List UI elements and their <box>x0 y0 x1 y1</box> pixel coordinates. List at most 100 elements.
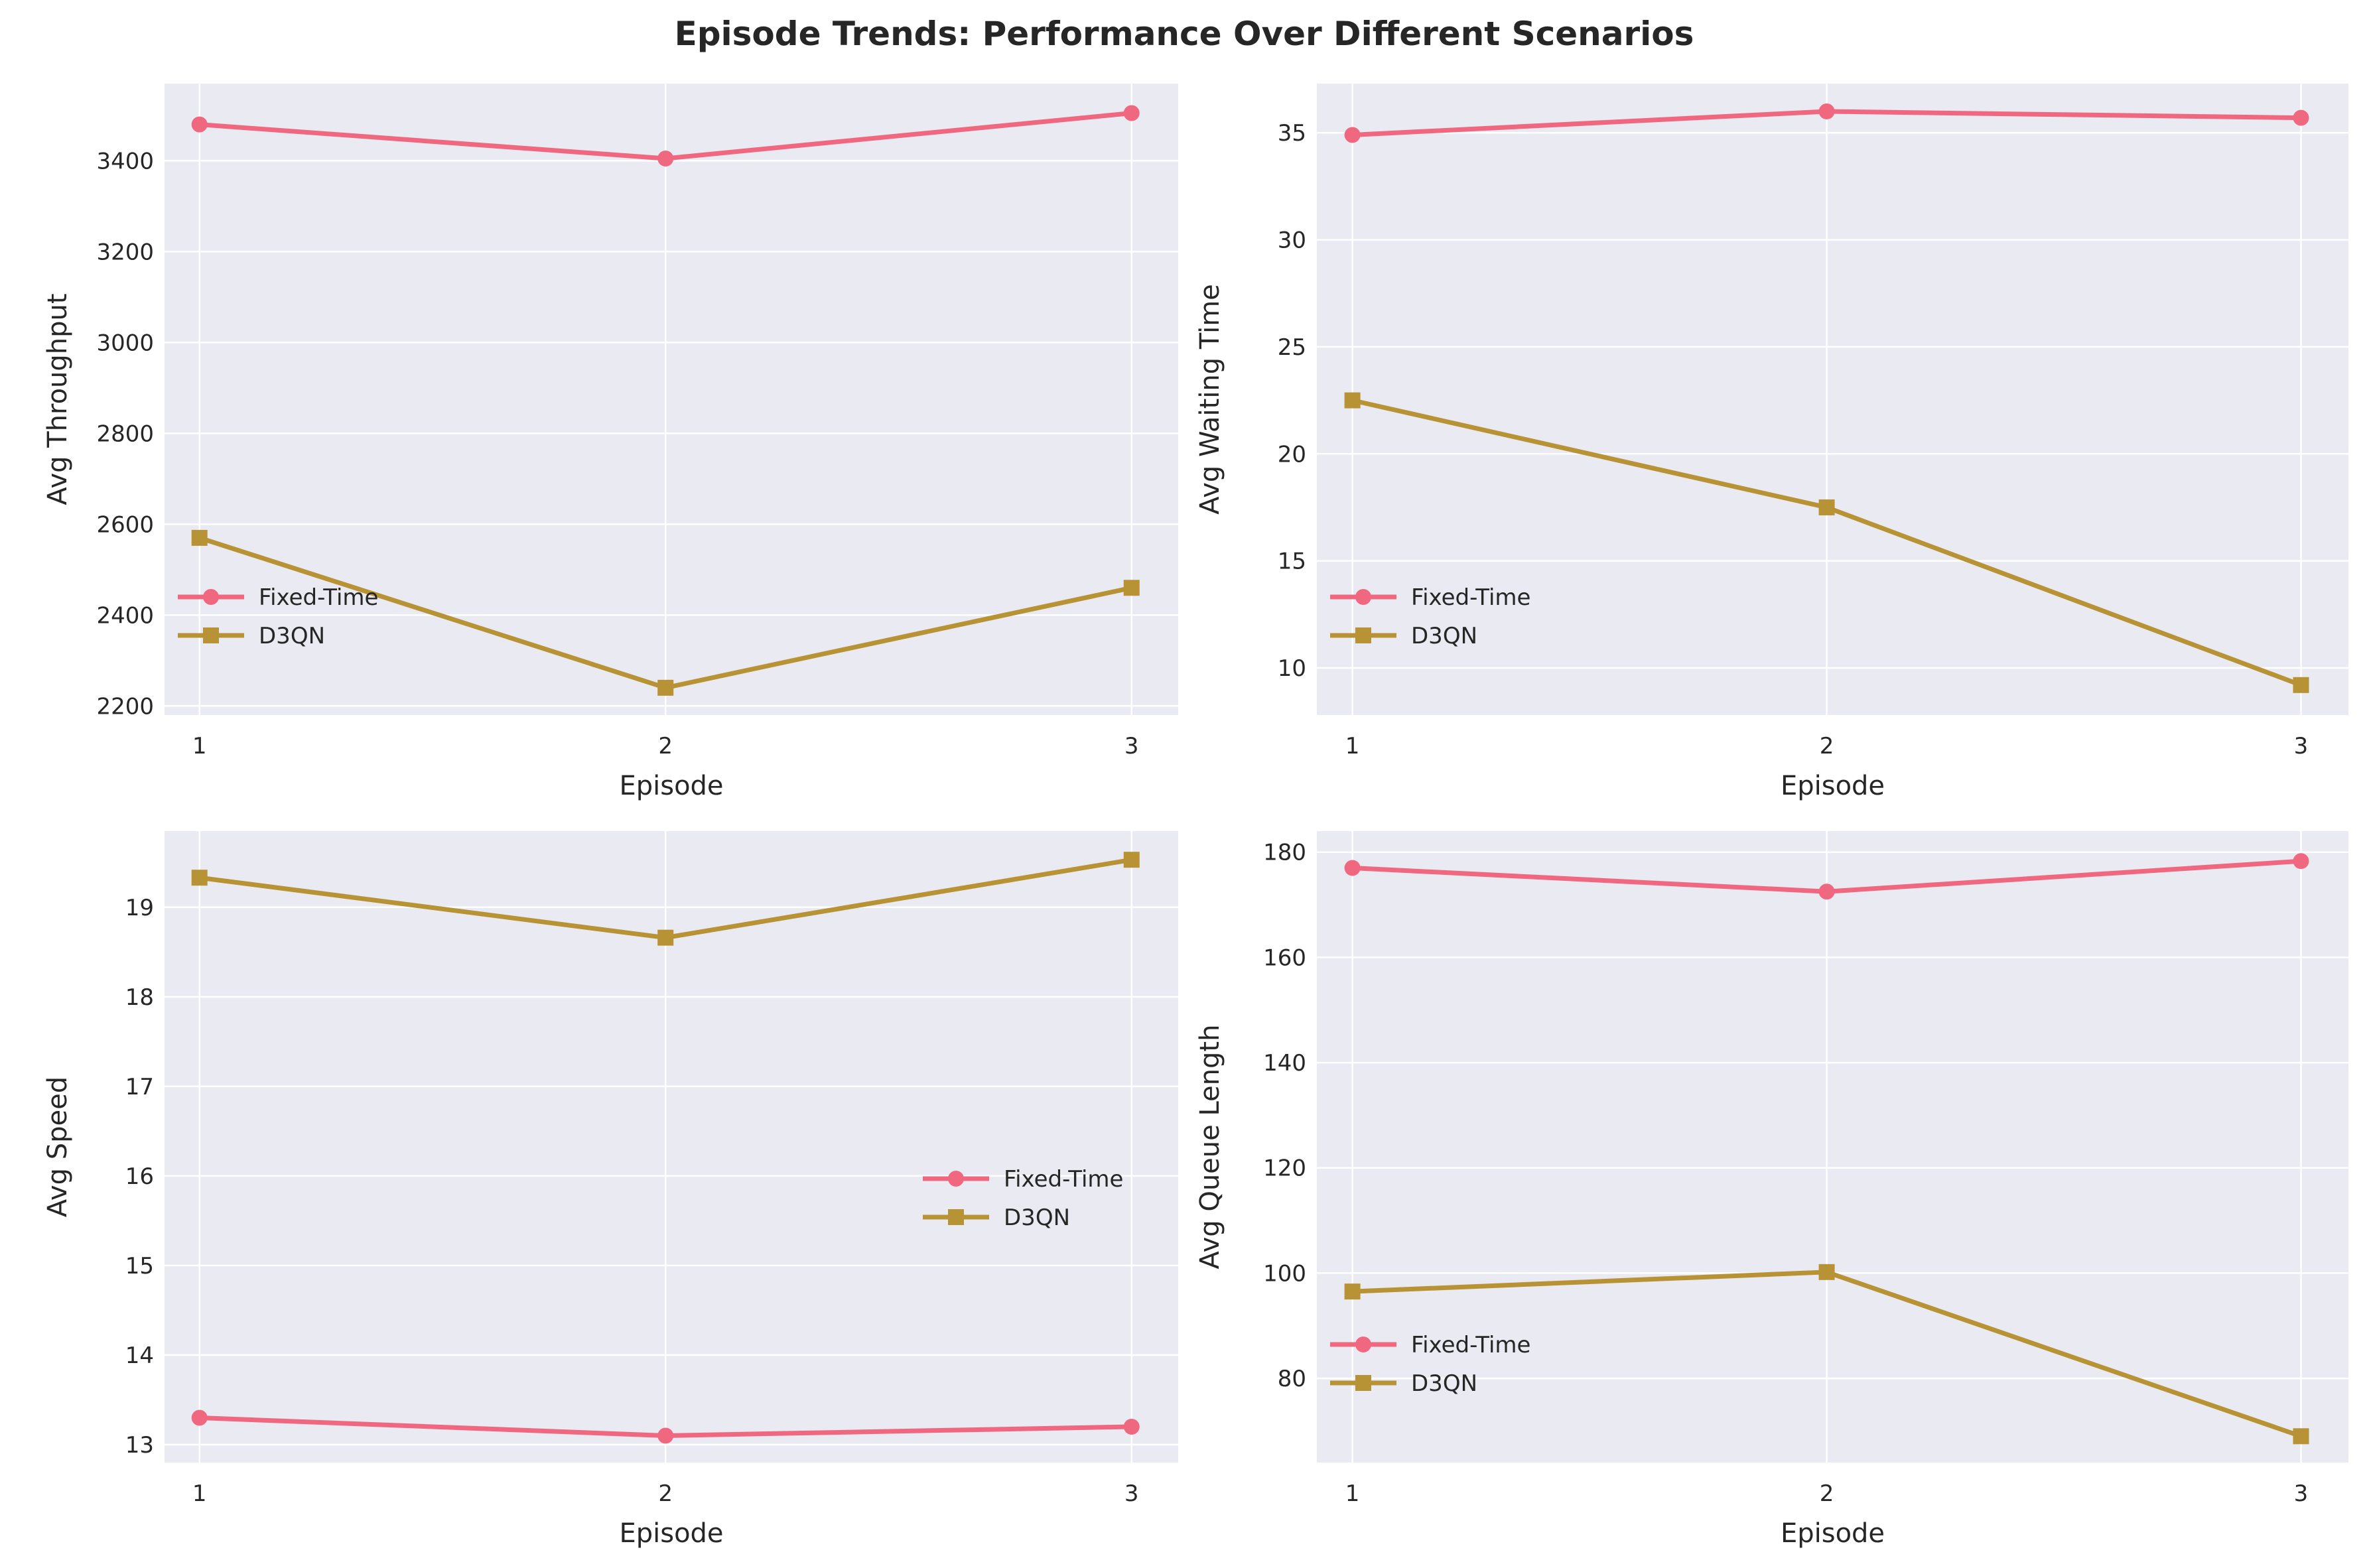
data-point <box>1123 1418 1140 1435</box>
data-point <box>2293 109 2309 126</box>
y-tick-label: 140 <box>1263 1050 1306 1077</box>
y-tick-label: 10 <box>1278 655 1306 682</box>
legend: Fixed-Time D3QN <box>1330 1332 1530 1397</box>
y-tick-label: 2800 <box>96 421 154 447</box>
subplot-2: 10 15 20 25 30 35 1 2 3 Episode Avg Waiting Time Fi… <box>1195 84 2348 801</box>
legend-marker <box>948 1209 964 1225</box>
y-tick-label: 16 <box>125 1163 154 1190</box>
legend-label: D3QN <box>259 623 325 649</box>
series-d3qn <box>1344 1264 2309 1445</box>
legend-item-fixed-time: Fixed-Time <box>1330 1332 1530 1358</box>
data-point <box>191 116 208 133</box>
y-tick-label: 18 <box>125 984 154 1011</box>
y-tick-label: 100 <box>1263 1260 1306 1287</box>
legend-label: D3QN <box>1411 1370 1477 1397</box>
x-tick-label: 2 <box>1820 1480 1834 1507</box>
series-d3qn <box>1344 392 2309 693</box>
legend-item-d3qn: D3QN <box>1330 623 1477 649</box>
legend-item-d3qn: D3QN <box>1330 1370 1477 1397</box>
legend-marker <box>1355 589 1371 605</box>
data-point <box>191 870 208 886</box>
x-tick-label: 1 <box>1345 1480 1360 1507</box>
y-tick-label: 20 <box>1278 441 1306 468</box>
y-tick-label: 15 <box>125 1253 154 1279</box>
legend-marker <box>1355 627 1371 643</box>
subplot-3: 13 14 15 16 17 18 19 1 2 3 Episode Avg Speed Fixed-T… <box>42 831 1178 1549</box>
x-tick-label: 2 <box>658 1480 673 1507</box>
y-tick-label: 30 <box>1278 228 1306 254</box>
y-tick-label: 3400 <box>96 148 154 174</box>
x-tick-label: 1 <box>1345 733 1360 759</box>
y-tick-label: 14 <box>125 1342 154 1369</box>
data-point <box>657 1427 674 1444</box>
data-point <box>2293 677 2309 693</box>
x-axis-label: Episode <box>619 771 723 801</box>
figure-title: Episode Trends: Performance Over Differe… <box>675 15 1694 53</box>
x-axis-label: Episode <box>1781 771 1885 801</box>
y-tick-label: 2400 <box>96 602 154 629</box>
x-tick-label: 1 <box>192 1480 207 1507</box>
data-point <box>1123 105 1140 121</box>
y-tick-label: 25 <box>1278 334 1306 361</box>
plot-area <box>1317 84 2348 715</box>
x-tick-label: 2 <box>658 733 673 759</box>
data-point <box>1818 1264 1835 1280</box>
data-point <box>1344 392 1361 409</box>
data-point <box>1818 883 1835 900</box>
legend-label: D3QN <box>1004 1205 1070 1231</box>
data-point <box>1344 1283 1361 1300</box>
data-point <box>191 1409 208 1426</box>
legend-label: Fixed-Time <box>1411 1332 1530 1358</box>
legend-marker <box>203 589 219 605</box>
legend-label: Fixed-Time <box>1411 584 1530 611</box>
plot-area <box>165 831 1178 1463</box>
y-tick-label: 35 <box>1278 120 1306 147</box>
data-point <box>191 529 208 546</box>
plot-area <box>165 84 1178 715</box>
x-tick-label: 1 <box>192 733 207 759</box>
legend-item-d3qn: D3QN <box>178 623 325 649</box>
legend-marker <box>203 627 219 643</box>
legend-item-fixed-time: Fixed-Time <box>923 1166 1123 1193</box>
x-axis-label: Episode <box>1781 1518 1885 1549</box>
x-tick-label: 3 <box>2294 733 2309 759</box>
plot-area <box>1317 831 2348 1463</box>
y-tick-label: 2600 <box>96 511 154 538</box>
y-tick-label: 17 <box>125 1074 154 1100</box>
legend-marker <box>1355 1337 1371 1352</box>
legend-marker <box>1355 1375 1371 1391</box>
series-d3qn <box>191 852 1140 946</box>
legend: Fixed-Time D3QN <box>178 584 378 649</box>
legend-item-fixed-time: Fixed-Time <box>178 584 378 611</box>
grid <box>1317 84 2348 715</box>
x-axis-label: Episode <box>619 1518 723 1549</box>
subplots: 2200 2400 2600 2800 3000 3200 3400 1 2 3 Episode Av… <box>42 84 2348 1549</box>
legend-marker <box>948 1171 964 1187</box>
data-point <box>2293 853 2309 870</box>
data-point <box>1123 852 1140 868</box>
series-fixed-time <box>191 105 1140 167</box>
x-tick-label: 3 <box>1124 733 1139 759</box>
legend-label: D3QN <box>1411 623 1477 649</box>
legend-item-fixed-time: Fixed-Time <box>1330 584 1530 611</box>
data-point <box>2293 1428 2309 1445</box>
y-tick-label: 180 <box>1263 840 1306 866</box>
legend-label: Fixed-Time <box>259 584 378 611</box>
y-axis-label: Avg Speed <box>42 1077 73 1217</box>
series-fixed-time <box>191 1409 1140 1444</box>
x-tick-label: 3 <box>1124 1480 1139 1507</box>
y-tick-label: 2200 <box>96 693 154 720</box>
data-point <box>1344 127 1361 143</box>
y-tick-label: 15 <box>1278 549 1306 575</box>
y-tick-label: 120 <box>1263 1155 1306 1182</box>
subplot-1: 2200 2400 2600 2800 3000 3200 3400 1 2 3 Episode Av… <box>42 84 1178 801</box>
subplot-4: 80 100 120 140 160 180 1 2 3 Episode Avg Queue Len… <box>1195 831 2348 1549</box>
y-tick-label: 3000 <box>96 330 154 356</box>
data-point <box>1344 860 1361 876</box>
legend: Fixed-Time D3QN <box>1330 584 1530 649</box>
series-fixed-time <box>1344 103 2309 143</box>
y-tick-label: 19 <box>125 895 154 921</box>
y-axis-label: Avg Queue Length <box>1195 1025 1225 1270</box>
x-tick-label: 3 <box>2294 1480 2309 1507</box>
